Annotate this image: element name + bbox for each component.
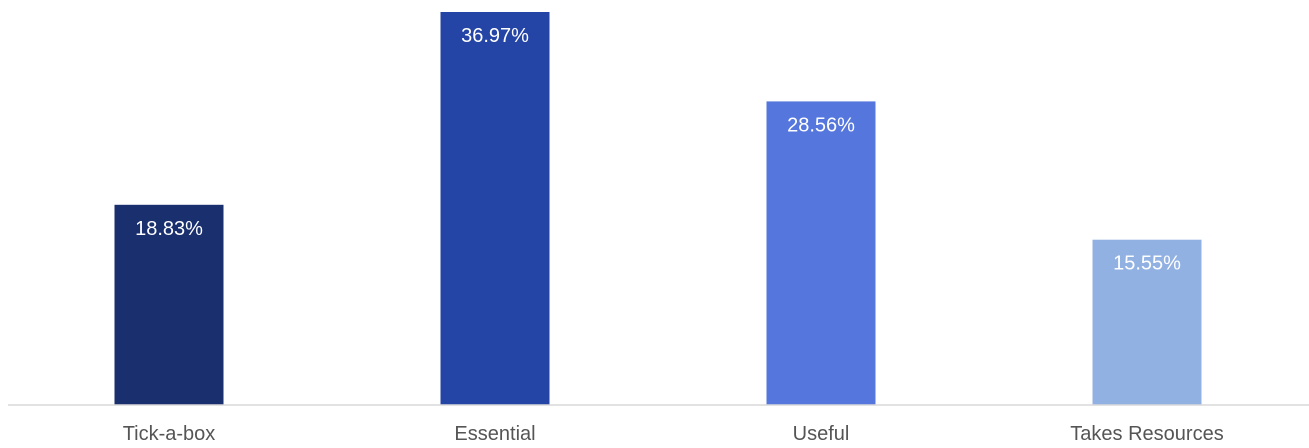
category-label: Takes Resources (1070, 423, 1223, 445)
bar-takes-resources (1092, 239, 1202, 405)
value-label: 28.56% (787, 114, 855, 136)
value-labels-group: 18.83% 36.97% 28.56% 15.55% (135, 25, 1181, 275)
bar-essential (440, 12, 550, 405)
bar-useful (766, 101, 876, 406)
bars-group (114, 12, 1202, 406)
category-label: Essential (454, 423, 535, 445)
value-label: 15.55% (1113, 253, 1181, 275)
value-label: 18.83% (135, 218, 203, 240)
bar-tick-a-box (114, 204, 224, 405)
category-label: Tick-a-box (123, 423, 216, 445)
value-label: 36.97% (461, 25, 529, 47)
category-label: Useful (793, 423, 850, 445)
category-labels-group: Tick-a-box Essential Useful Takes Resources (123, 423, 1224, 445)
